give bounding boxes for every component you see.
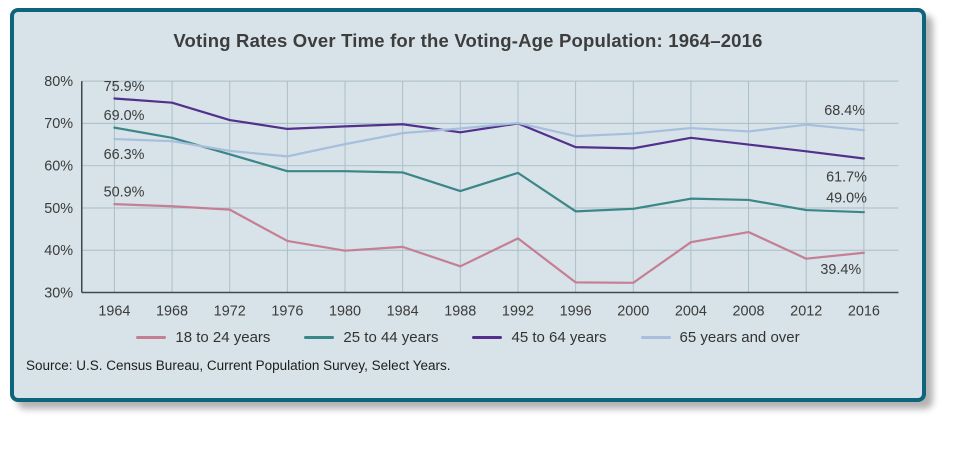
legend-item-18-to-24: 18 to 24 years (136, 329, 270, 346)
svg-text:70%: 70% (44, 116, 73, 132)
svg-text:30%: 30% (44, 285, 73, 301)
svg-text:2004: 2004 (675, 304, 707, 320)
svg-text:50%: 50% (44, 201, 73, 217)
svg-text:68.4%: 68.4% (824, 103, 865, 119)
legend-swatch-25-to-44 (304, 336, 335, 340)
svg-text:1976: 1976 (271, 304, 303, 320)
svg-text:60%: 60% (44, 158, 73, 174)
legend-item-45-to-64: 45 to 64 years (472, 329, 607, 347)
svg-text:2016: 2016 (848, 304, 880, 320)
svg-text:2008: 2008 (733, 304, 765, 320)
legend-label-25-to-44: 25 to 44 years (343, 329, 439, 347)
svg-text:69.0%: 69.0% (104, 108, 145, 124)
svg-text:75.9%: 75.9% (104, 79, 145, 95)
legend-label-18-to-24: 18 to 24 years (175, 329, 271, 347)
chart-panel: Voting Rates Over Time for the Voting-Ag… (10, 8, 926, 402)
svg-text:2012: 2012 (790, 304, 822, 320)
chart-title: Voting Rates Over Time for the Voting-Ag… (173, 30, 763, 51)
svg-text:66.3%: 66.3% (104, 147, 145, 163)
svg-text:1988: 1988 (444, 304, 476, 320)
svg-text:1972: 1972 (214, 304, 246, 320)
svg-text:1980: 1980 (329, 304, 361, 320)
svg-text:49.0%: 49.0% (826, 191, 867, 207)
legend-label-65-and-over: 65 years and over (679, 329, 800, 347)
legend-item-65-and-over: 65 years and over (640, 329, 800, 347)
legend-item-25-to-44: 25 to 44 years (304, 329, 438, 346)
svg-text:61.7%: 61.7% (826, 170, 867, 186)
legend-swatch-18-to-24 (136, 336, 167, 340)
svg-text:40%: 40% (44, 243, 73, 259)
svg-text:50.9%: 50.9% (104, 184, 145, 200)
legend-swatch-65-and-over (640, 336, 671, 340)
svg-text:2000: 2000 (617, 304, 649, 320)
line-chart: 75.9% 69.0% 66.3% 50.9% 68.4% 61.7% 49.0% 39.4%… (26, 60, 910, 327)
svg-text:39.4%: 39.4% (820, 262, 861, 278)
svg-text:1964: 1964 (98, 304, 130, 320)
line-chart-svg: 75.9% 69.0% 66.3% 50.9% 68.4% 61.7% 49.0% 39.4%… (44, 74, 899, 320)
chart-legend: 18 to 24 years 25 to 44 years 45 to 64 y… (26, 329, 910, 346)
svg-text:1984: 1984 (387, 304, 419, 320)
source-note: Source: U.S. Census Bureau, Current Popu… (26, 358, 451, 374)
svg-text:1968: 1968 (156, 304, 188, 320)
svg-text:1992: 1992 (502, 304, 534, 320)
svg-text:80%: 80% (44, 74, 73, 90)
svg-text:1996: 1996 (560, 304, 592, 320)
legend-label-45-to-64: 45 to 64 years (511, 329, 607, 347)
legend-swatch-45-to-64 (472, 336, 503, 340)
